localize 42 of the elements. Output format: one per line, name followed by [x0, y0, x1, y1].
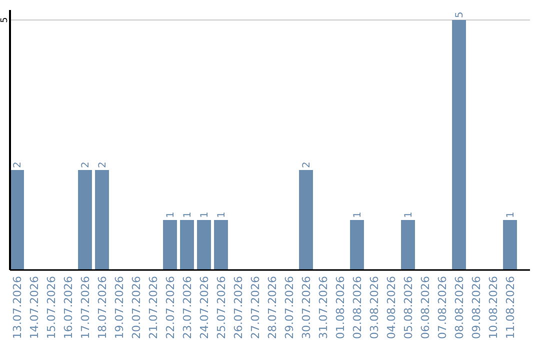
x-tick-label: 15.07.2026 — [45, 276, 58, 339]
x-tick-label: 09.08.2026 — [470, 276, 483, 339]
x-tick-label: 07.08.2026 — [436, 276, 449, 339]
data-label: 1 — [506, 212, 516, 218]
x-tick-label: 11.08.2026 — [504, 276, 517, 339]
data-label: 2 — [80, 162, 92, 168]
x-tick-label: 17.07.2026 — [79, 276, 92, 339]
x-tick-label: 05.08.2026 — [402, 276, 415, 339]
x-tick-label: 18.07.2026 — [96, 276, 109, 339]
x-tick-label: 06.08.2026 — [419, 276, 432, 339]
data-label: 1 — [200, 212, 210, 218]
x-tick-label: 14.07.2026 — [28, 276, 41, 339]
x-tick-label: 26.07.2026 — [232, 276, 245, 339]
x-tick-label: 28.07.2026 — [266, 276, 279, 339]
x-tick-label: 23.07.2026 — [181, 276, 194, 339]
data-label: 1 — [352, 212, 364, 218]
x-tick-label: 02.08.2026 — [351, 276, 364, 339]
x-tick-label: 20.07.2026 — [130, 276, 143, 339]
data-label: 1 — [182, 212, 194, 218]
x-tick-label: 22.07.2026 — [164, 276, 177, 339]
x-tick-label: 31.07.2026 — [317, 276, 330, 339]
x-tick-label: 08.08.2026 — [453, 276, 466, 339]
x-tick-label: 24.07.2026 — [198, 276, 211, 339]
data-label: 1 — [216, 212, 228, 218]
data-label: 1 — [404, 212, 414, 218]
x-tick-label: 03.08.2026 — [368, 276, 381, 339]
x-tick-label: 25.07.2026 — [215, 276, 228, 339]
x-tick-label: 01.08.2026 — [334, 276, 347, 339]
x-tick-label: 29.07.2026 — [283, 276, 296, 339]
x-tick-label: 19.07.2026 — [113, 276, 126, 339]
x-tick-label: 16.07.2026 — [62, 276, 75, 339]
data-label: 2 — [302, 162, 312, 168]
x-tick-label: 21.07.2026 — [147, 276, 160, 339]
data-label: 5 — [454, 12, 466, 18]
x-tick-label: 13.07.2026 — [11, 276, 24, 339]
x-tick-label: 27.07.2026 — [249, 276, 262, 339]
x-tick-label: 04.08.2026 — [385, 276, 398, 339]
x-tick-label: 30.07.2026 — [300, 276, 313, 339]
data-label: 2 — [98, 162, 108, 168]
data-label: 1 — [166, 212, 176, 218]
data-label: 2 — [12, 162, 24, 168]
x-tick-label: 10.08.2026 — [487, 276, 500, 339]
